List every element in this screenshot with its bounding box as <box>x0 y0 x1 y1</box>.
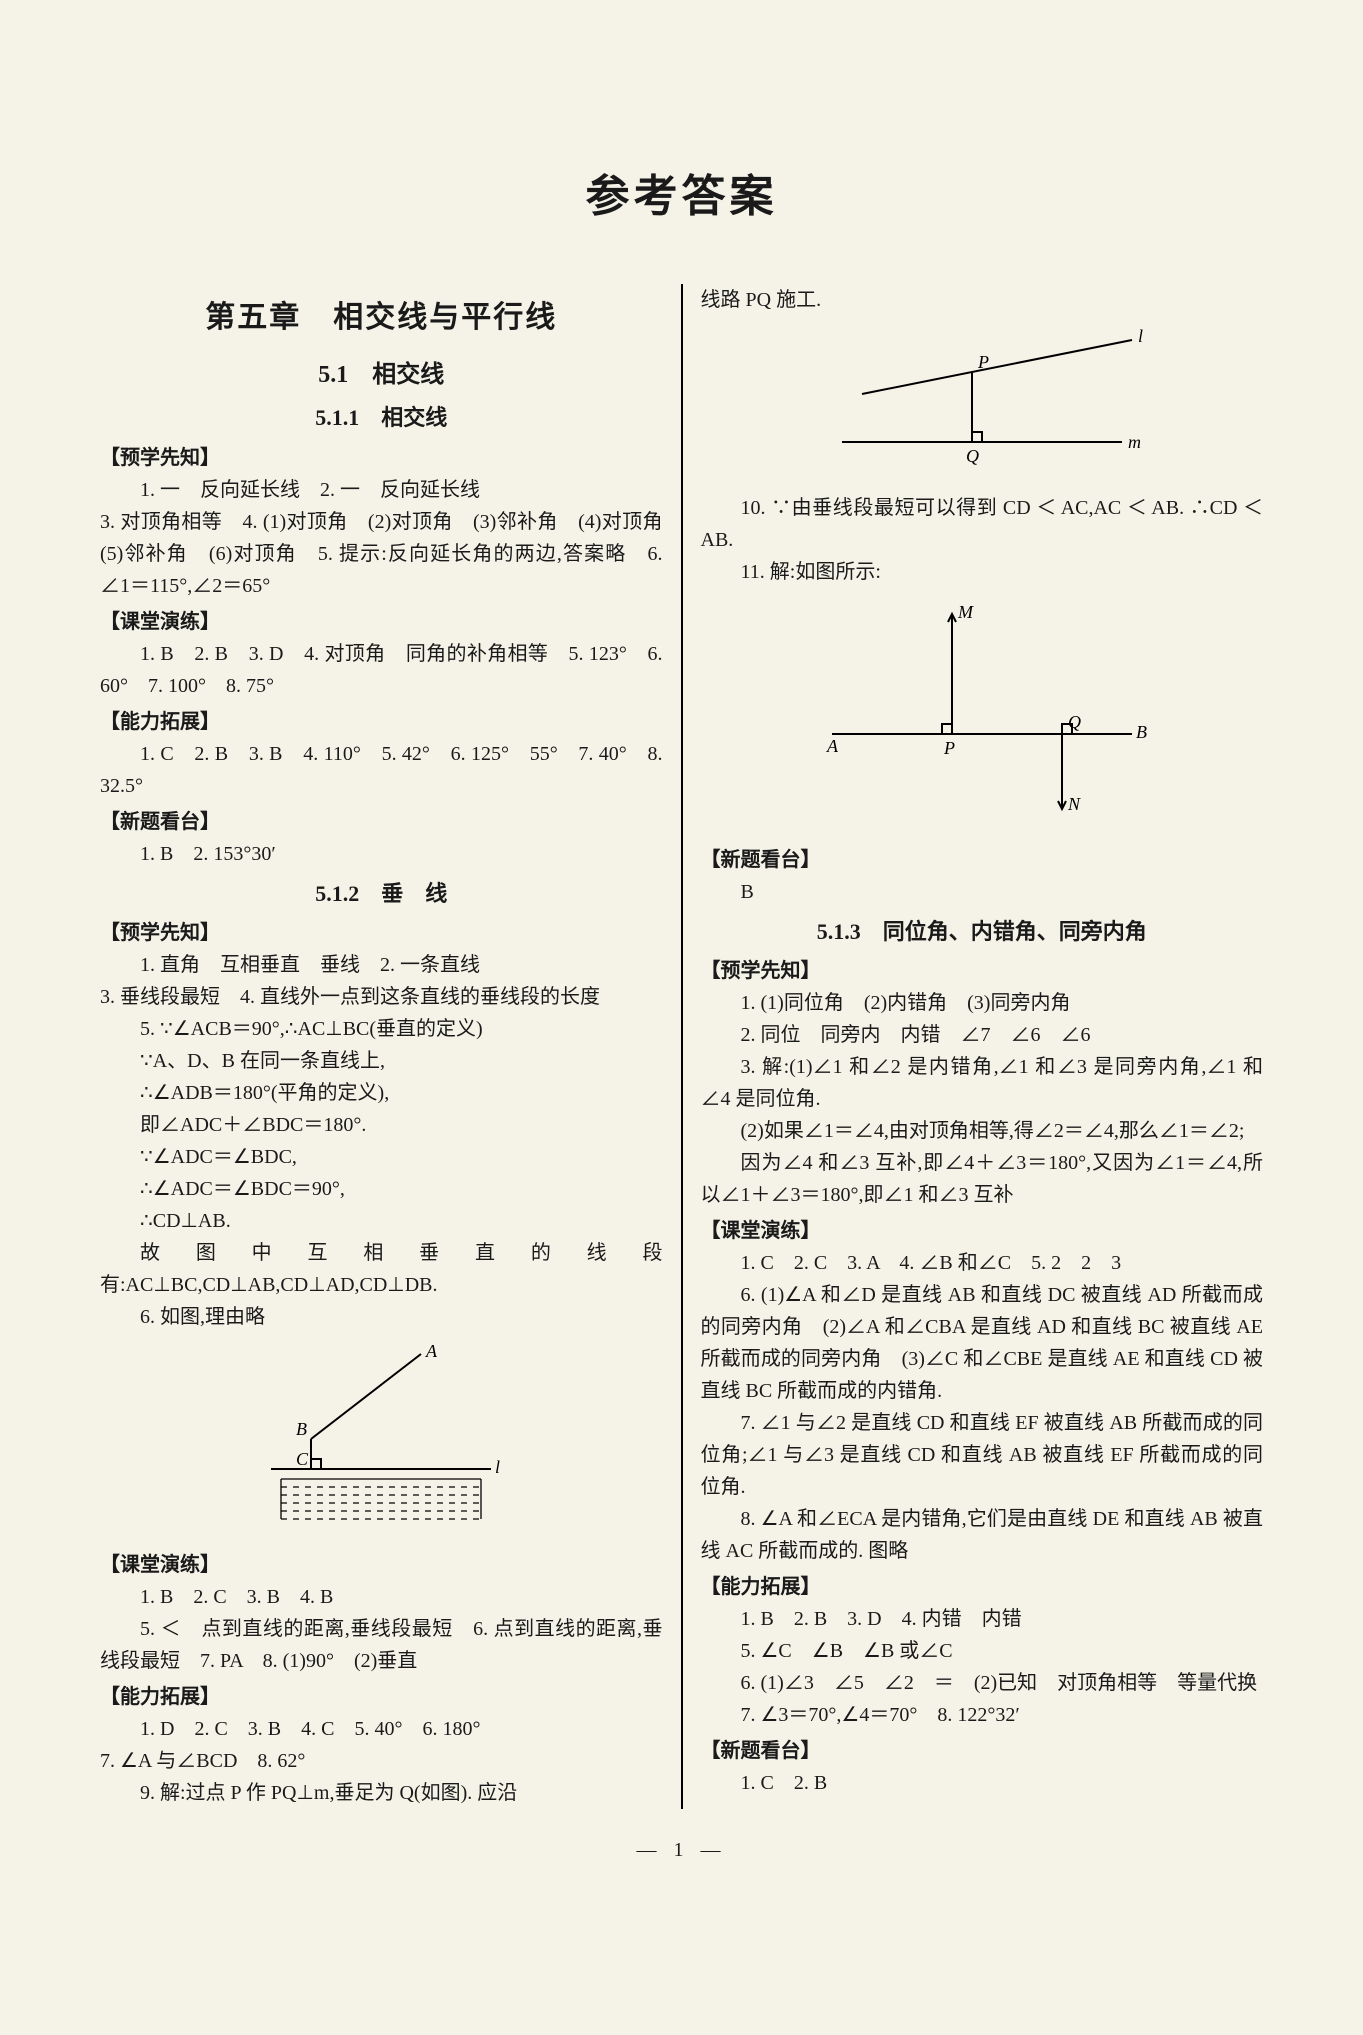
yx3-line4: (2)如果∠1＝∠4,由对顶角相等,得∠2＝∠4,那么∠1＝∠2; <box>701 1115 1264 1147</box>
heading-xinti-3: 【新题看台】 <box>701 1735 1264 1767</box>
nl1-line1: 1. C 2. B 3. B 4. 110° 5. 42° 6. 125° 55… <box>100 738 663 802</box>
yx2-line8: ∴∠ADC＝∠BDC＝90°, <box>100 1173 663 1205</box>
yx2-line6: 即∠ADC＋∠BDC＝180°. <box>100 1109 663 1141</box>
kt3-line4: 8. ∠A 和∠ECA 是内错角,它们是由直线 DE 和直线 AB 被直线 AC… <box>701 1503 1264 1567</box>
r-line3: 11. 解:如图所示: <box>701 556 1264 588</box>
page-number: — 1 — <box>100 1839 1263 1862</box>
heading-nengli-1: 【能力拓展】 <box>100 706 663 738</box>
yx2-line10: 故图中互相垂直的线段有:AC⊥BC,CD⊥AB,CD⊥AD,CD⊥DB. <box>100 1237 663 1301</box>
section-5-1-title: 5.1 相交线 <box>100 356 663 394</box>
yx2-line9: ∴CD⊥AB. <box>100 1205 663 1237</box>
label-l: l <box>495 1457 500 1477</box>
heading-xinti-1: 【新题看台】 <box>100 806 663 838</box>
nl2-line1: 1. D 2. C 3. B 4. C 5. 40° 6. 180° <box>100 1713 663 1745</box>
yx2-line5: ∴∠ADB＝180°(平角的定义), <box>100 1077 663 1109</box>
heading-yuxue-1: 【预学先知】 <box>100 442 663 474</box>
yx3-line5: 因为∠4 和∠3 互补,即∠4＋∠3＝180°,又因为∠1＝∠4,所以∠1＋∠3… <box>701 1147 1264 1211</box>
kt2-line2: 5. ＜ 点到直线的距离,垂线段最短 6. 点到直线的距离,垂线段最短 7. P… <box>100 1613 663 1677</box>
label-l2: l <box>1138 326 1143 346</box>
heading-yuxue-3: 【预学先知】 <box>701 955 1264 987</box>
xt1-line1: 1. B 2. 153°30′ <box>100 838 663 870</box>
yx1-line1: 1. 一 反向延长线 2. 一 反向延长线 <box>100 474 663 506</box>
xt3-line1: 1. C 2. B <box>701 1767 1264 1799</box>
yx2-line2: 3. 垂线段最短 4. 直线外一点到这条直线的垂线段的长度 <box>100 981 663 1013</box>
heading-ketang-2: 【课堂演练】 <box>100 1549 663 1581</box>
label-P2: P <box>943 738 955 758</box>
section-5-1-2-title: 5.1.2 垂 线 <box>100 876 663 911</box>
yx2-line4: ∵A、D、B 在同一条直线上, <box>100 1045 663 1077</box>
label-P: P <box>977 352 989 372</box>
kt3-line2: 6. (1)∠A 和∠D 是直线 AB 和直线 DC 被直线 AD 所截而成的同… <box>701 1279 1264 1407</box>
yx3-line1: 1. (1)同位角 (2)内错角 (3)同旁内角 <box>701 987 1264 1019</box>
main-title: 参考答案 <box>100 160 1263 224</box>
label-A2: A <box>826 736 839 756</box>
kt2-line1: 1. B 2. C 3. B 4. B <box>100 1581 663 1613</box>
nl2-line3: 9. 解:过点 P 作 PQ⊥m,垂足为 Q(如图). 应沿 <box>100 1777 663 1809</box>
label-N: N <box>1067 794 1081 814</box>
r-line2: 10. ∵由垂线段最短可以得到 CD ＜ AC,AC ＜ AB. ∴CD ＜ A… <box>701 492 1264 556</box>
yx3-line3: 3. 解:(1)∠1 和∠2 是内错角,∠1 和∠3 是同旁内角,∠1 和∠4 … <box>701 1051 1264 1115</box>
label-M: M <box>957 602 974 622</box>
label-B2: B <box>1136 722 1147 742</box>
kt3-line1: 1. C 2. C 3. A 4. ∠B 和∠C 5. 2 2 3 <box>701 1247 1264 1279</box>
heading-xinti-2: 【新题看台】 <box>701 844 1264 876</box>
section-5-1-3-title: 5.1.3 同位角、内错角、同旁内角 <box>701 914 1264 949</box>
nl3-line3: 6. (1)∠3 ∠5 ∠2 ＝ (2)已知 对顶角相等 等量代换 <box>701 1667 1264 1699</box>
heading-yuxue-2: 【预学先知】 <box>100 917 663 949</box>
label-Q: Q <box>966 446 979 466</box>
right-column: 线路 PQ 施工. P Q l m 10. ∵由垂线段最短可以得到 CD ＜ A… <box>683 284 1264 1809</box>
label-B: B <box>296 1419 307 1439</box>
figure-left-diagram: A B C l <box>100 1339 663 1539</box>
label-Q2: Q <box>1068 712 1081 732</box>
section-5-1-1-title: 5.1.1 相交线 <box>100 400 663 435</box>
r-line1: 线路 PQ 施工. <box>701 284 1264 316</box>
nl3-line2: 5. ∠C ∠B ∠B 或∠C <box>701 1635 1264 1667</box>
figure-top-right-diagram: P Q l m <box>701 322 1264 482</box>
heading-ketang-1: 【课堂演练】 <box>100 606 663 638</box>
nl3-line1: 1. B 2. B 3. D 4. 内错 内错 <box>701 1603 1264 1635</box>
yx1-line2: 3. 对顶角相等 4. (1)对顶角 (2)对顶角 (3)邻补角 (4)对顶角 … <box>100 506 663 602</box>
two-column-layout: 第五章 相交线与平行线 5.1 相交线 5.1.1 相交线 【预学先知】 1. … <box>100 284 1263 1809</box>
heading-nengli-3: 【能力拓展】 <box>701 1571 1264 1603</box>
yx2-line7: ∵∠ADC＝∠BDC, <box>100 1141 663 1173</box>
label-C: C <box>296 1449 309 1469</box>
figure-mid-right-diagram: A B P Q M N <box>701 594 1264 834</box>
yx3-line2: 2. 同位 同旁内 内错 ∠7 ∠6 ∠6 <box>701 1019 1264 1051</box>
yx2-line11: 6. 如图,理由略 <box>100 1301 663 1333</box>
kt3-line3: 7. ∠1 与∠2 是直线 CD 和直线 EF 被直线 AB 所截而成的同位角;… <box>701 1407 1264 1503</box>
yx2-line3: 5. ∵∠ACB＝90°,∴AC⊥BC(垂直的定义) <box>100 1013 663 1045</box>
yx2-line1: 1. 直角 互相垂直 垂线 2. 一条直线 <box>100 949 663 981</box>
chapter-title: 第五章 相交线与平行线 <box>100 294 663 342</box>
left-column: 第五章 相交线与平行线 5.1 相交线 5.1.1 相交线 【预学先知】 1. … <box>100 284 681 1809</box>
kt1-line1: 1. B 2. B 3. D 4. 对顶角 同角的补角相等 5. 123° 6.… <box>100 638 663 702</box>
heading-nengli-2: 【能力拓展】 <box>100 1681 663 1713</box>
xt2-line1: B <box>701 876 1264 908</box>
nl3-line4: 7. ∠3＝70°,∠4＝70° 8. 122°32′ <box>701 1699 1264 1731</box>
nl2-line2: 7. ∠A 与∠BCD 8. 62° <box>100 1745 663 1777</box>
heading-ketang-3: 【课堂演练】 <box>701 1215 1264 1247</box>
label-A: A <box>425 1341 438 1361</box>
label-m: m <box>1128 432 1141 452</box>
